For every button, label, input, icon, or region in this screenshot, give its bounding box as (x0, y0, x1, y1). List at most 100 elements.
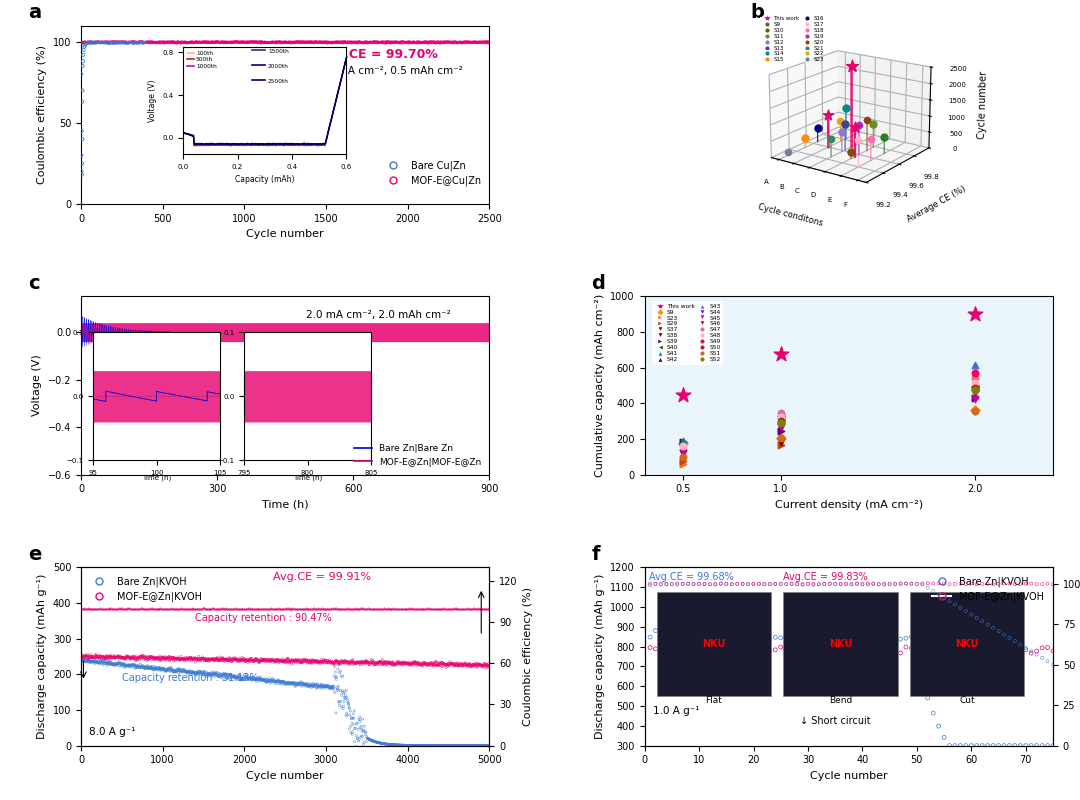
Point (456, 602, 473, 615)
Point (229, 654, 246, 666)
Point (108, 37, 125, 50)
Point (254, 35, 271, 48)
Point (406, 602, 423, 615)
Point (234, 36, 252, 49)
Point (272, 602, 289, 615)
Point (387, 658, 404, 671)
Point (417, 739, 434, 752)
Point (288, 602, 306, 615)
Point (432, 35, 449, 48)
Point (322, 36, 339, 49)
Point (185, 666, 202, 678)
Point (366, 735, 383, 748)
Point (135, 602, 152, 615)
Point (450, 739, 468, 752)
Point (86, 36, 104, 49)
Point (321, 655, 338, 668)
Point (465, 36, 483, 49)
Point (299, 602, 316, 615)
Point (967, 366, 984, 379)
Point (301, 36, 319, 49)
Point (243, 652, 260, 665)
Point (285, 677, 302, 690)
Point (404, 36, 421, 49)
Point (153, 35, 171, 48)
Point (388, 35, 405, 48)
Point (363, 36, 380, 49)
Point (967, 391, 984, 404)
Point (161, 665, 178, 678)
Point (480, 602, 497, 615)
Point (202, 653, 219, 666)
Point (302, 36, 320, 49)
Point (307, 35, 324, 48)
Point (89, 602, 106, 615)
Point (332, 36, 349, 49)
Point (475, 602, 492, 615)
Point (281, 678, 298, 690)
Point (126, 602, 144, 615)
Point (158, 651, 175, 664)
Point (339, 656, 356, 669)
Point (175, 664, 192, 677)
Point (345, 712, 362, 725)
Point (474, 739, 491, 752)
Point (305, 677, 322, 690)
Point (471, 602, 488, 615)
Point (224, 652, 241, 665)
Point (107, 602, 124, 615)
Point (121, 36, 138, 49)
Point (237, 655, 254, 668)
Point (134, 36, 151, 49)
Point (480, 660, 497, 673)
Point (256, 674, 273, 687)
Point (382, 36, 400, 49)
Point (380, 36, 397, 49)
Point (472, 739, 489, 752)
Point (477, 36, 495, 49)
Point (137, 662, 154, 675)
Point (421, 658, 438, 671)
Point (200, 36, 217, 49)
Point (305, 655, 322, 668)
Point (306, 679, 323, 692)
Point (383, 656, 401, 669)
Point (103, 657, 120, 670)
Point (310, 657, 327, 670)
Point (106, 652, 123, 665)
Point (165, 666, 183, 678)
Point (77, 654, 94, 667)
Point (157, 602, 174, 615)
Point (90, 656, 107, 669)
Point (379, 36, 396, 49)
Point (288, 654, 306, 666)
Point (391, 657, 408, 670)
Point (427, 658, 444, 671)
Point (195, 652, 213, 665)
Point (435, 37, 453, 50)
Point (148, 662, 165, 674)
Point (465, 739, 483, 752)
Point (434, 36, 451, 49)
Point (349, 731, 366, 744)
Point (87, 651, 105, 664)
Point (354, 36, 372, 49)
Point (229, 654, 246, 666)
Point (181, 652, 199, 665)
Point (967, 380, 984, 393)
Point (436, 739, 454, 752)
Point (712, 577, 729, 590)
Point (111, 36, 129, 49)
Point (382, 738, 400, 751)
Point (472, 602, 489, 615)
Point (259, 602, 276, 615)
Point (78, 36, 95, 49)
Point (198, 667, 215, 680)
Point (429, 658, 446, 671)
Point (369, 37, 387, 50)
Point (257, 602, 274, 615)
Point (282, 36, 299, 49)
Point (133, 602, 150, 615)
Point (104, 651, 121, 664)
Point (141, 602, 159, 615)
